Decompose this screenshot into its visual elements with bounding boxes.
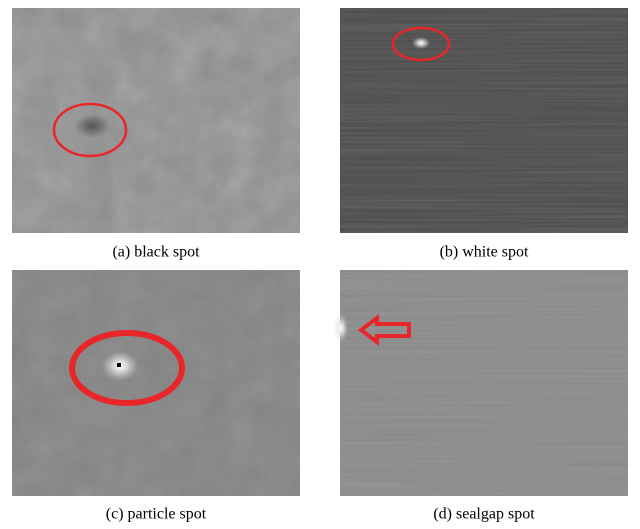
caption: (b) white spot xyxy=(440,244,529,261)
figure: (a) black spot (b) white spot (c) partic… xyxy=(0,0,640,529)
texture xyxy=(340,8,628,233)
caption: (a) black spot xyxy=(112,244,200,261)
panel-a: (a) black spot xyxy=(12,8,300,261)
panel-b: (b) white spot xyxy=(340,8,628,261)
caption: (c) particle spot xyxy=(106,506,207,523)
panel-d: (d) sealgap spot xyxy=(334,270,628,523)
defect xyxy=(412,37,430,49)
defect xyxy=(334,314,348,342)
particle xyxy=(117,363,121,367)
caption: (d) sealgap spot xyxy=(433,506,535,523)
defect xyxy=(74,114,110,138)
texture xyxy=(12,270,300,496)
page: (a) black spot (b) white spot (c) partic… xyxy=(0,0,640,529)
texture xyxy=(340,270,628,496)
panel-c: (c) particle spot xyxy=(12,270,300,523)
